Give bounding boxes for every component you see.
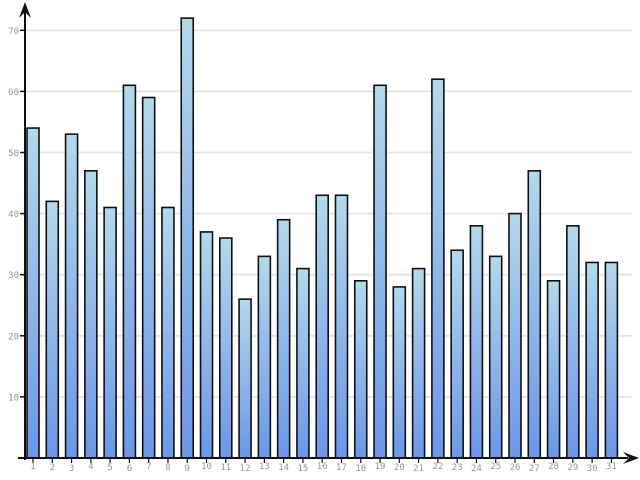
y-tick-label-10: 10 (8, 393, 19, 403)
bar-4 (84, 170, 98, 459)
bar-5 (103, 206, 117, 459)
bar-25 (488, 255, 503, 459)
x-tick-label-6: 6 (127, 464, 132, 474)
bar-29 (566, 225, 580, 459)
bar-6 (122, 84, 137, 459)
bar-23 (450, 249, 464, 459)
x-tick-label-31: 31 (606, 462, 617, 472)
x-tick-label-23: 23 (452, 463, 463, 473)
y-tick-label-20: 20 (8, 332, 19, 342)
x-tick-label-14: 14 (278, 463, 289, 473)
bar-21 (411, 267, 426, 459)
x-tick-label-25: 25 (490, 462, 501, 472)
x-axis-arrowhead-icon (623, 452, 639, 464)
x-tick-label-15: 15 (297, 464, 308, 474)
x-tick-label-5: 5 (107, 463, 112, 473)
bar-7 (141, 96, 156, 459)
y-tick-label-50: 50 (8, 149, 19, 159)
bar-11 (219, 237, 233, 459)
bar-27 (527, 170, 542, 459)
bar-1 (26, 127, 40, 459)
bar-31 (604, 261, 619, 459)
x-tick-label-13: 13 (259, 462, 270, 472)
bar-30 (585, 261, 599, 459)
bar-20 (392, 286, 407, 459)
bar-10 (199, 231, 214, 459)
x-tick-label-19: 19 (375, 462, 386, 472)
x-tick-label-22: 22 (432, 462, 443, 472)
x-tick-label-2: 2 (50, 463, 55, 473)
x-tick-label-10: 10 (201, 462, 212, 472)
x-tick-label-30: 30 (587, 464, 598, 474)
bar-22 (431, 78, 445, 459)
bar-18 (353, 280, 368, 459)
bar-8 (161, 206, 175, 459)
x-tick-label-26: 26 (510, 463, 521, 473)
bar-2 (45, 200, 60, 459)
bar-13 (257, 255, 272, 459)
y-tick-label-70: 70 (8, 27, 19, 37)
bar-24 (469, 225, 484, 459)
bar-19 (373, 84, 387, 459)
x-tick-label-3: 3 (69, 464, 74, 474)
y-tick-label-40: 40 (8, 210, 19, 220)
bar-16 (315, 194, 330, 459)
bar-15 (296, 267, 310, 459)
bar-14 (276, 218, 291, 459)
x-tick-label-7: 7 (146, 462, 151, 472)
x-tick-label-8: 8 (165, 463, 170, 473)
x-tick-label-27: 27 (529, 464, 540, 474)
x-tick-label-18: 18 (355, 464, 366, 474)
bar-12 (238, 298, 252, 459)
y-tick-label-30: 30 (8, 271, 19, 281)
x-tick-label-9: 9 (185, 464, 190, 474)
bar-28 (546, 280, 561, 459)
x-tick-label-21: 21 (413, 464, 424, 474)
x-tick-label-16: 16 (317, 462, 328, 472)
x-tick-label-20: 20 (394, 463, 405, 473)
x-tick-label-24: 24 (471, 464, 482, 474)
bar-3 (64, 133, 79, 459)
x-tick-label-12: 12 (240, 464, 251, 474)
bar-17 (334, 194, 349, 459)
y-tick-label-60: 60 (8, 88, 19, 98)
x-tick-label-17: 17 (336, 463, 347, 473)
x-tick-label-28: 28 (548, 462, 559, 472)
y-axis-arrowhead-icon (19, 2, 31, 18)
bar-9 (180, 17, 195, 459)
x-tick-label-1: 1 (30, 462, 35, 472)
x-tick-label-29: 29 (567, 463, 578, 473)
bar-26 (508, 212, 522, 459)
x-tick-label-11: 11 (220, 463, 231, 473)
x-tick-label-4: 4 (88, 462, 93, 472)
